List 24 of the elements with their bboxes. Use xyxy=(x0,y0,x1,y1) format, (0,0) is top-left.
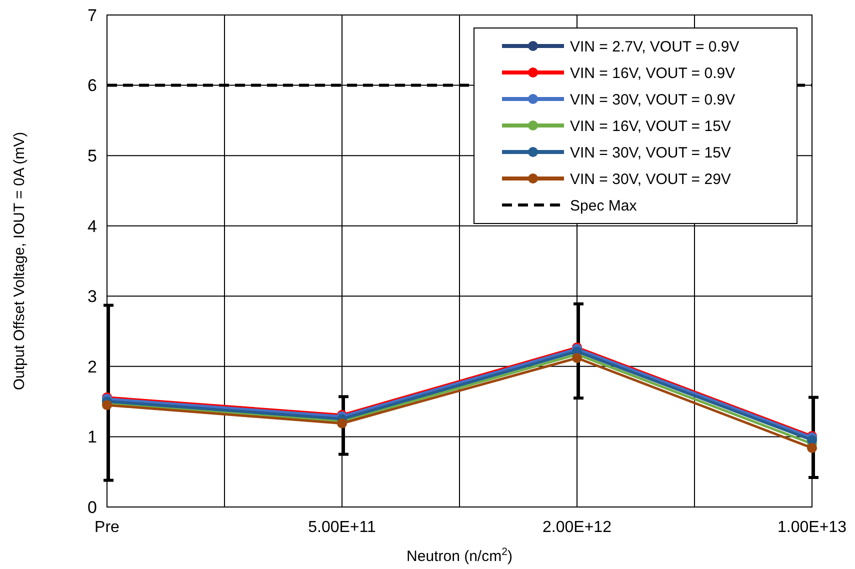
legend-label: VIN = 30V, VOUT = 0.9V xyxy=(570,91,736,108)
y-tick-label: 7 xyxy=(88,6,97,25)
x-axis-title: Neutron (n/cm$^{2}$) xyxy=(406,546,512,565)
y-tick-label: 1 xyxy=(88,428,97,447)
legend-label: VIN = 2.7V, VOUT = 0.9V xyxy=(570,38,740,56)
y-tick-label: 2 xyxy=(88,357,97,376)
point xyxy=(807,442,817,453)
y-tick-label: 0 xyxy=(88,498,97,517)
legend-label: VIN = 16V, VOUT = 0.9V xyxy=(570,64,736,82)
point xyxy=(102,400,112,410)
legend-label: Spec Max xyxy=(570,197,638,214)
x-tick-label: 5.00E+11 xyxy=(308,519,376,536)
y-tick-label: 4 xyxy=(88,216,97,236)
y-tick-label: 5 xyxy=(88,146,97,166)
legend-label: VIN = 30V, VOUT = 15V xyxy=(570,144,731,162)
y-tick-label: 6 xyxy=(88,76,97,96)
legend-label: VIN = 30V, VOUT = 29V xyxy=(570,170,731,188)
x-tick-label: 1.00E+13 xyxy=(778,519,847,536)
point xyxy=(572,352,582,363)
legend-label: VIN = 16V, VOUT = 15V xyxy=(570,118,731,135)
x-tick-label: 2.00E+12 xyxy=(542,519,612,536)
y-axis-title: Output Offset Voltage, IOUT = 0A (mV) xyxy=(11,132,28,390)
y-tick-label: 3 xyxy=(88,287,97,306)
x-tick-label: Pre xyxy=(94,519,120,536)
